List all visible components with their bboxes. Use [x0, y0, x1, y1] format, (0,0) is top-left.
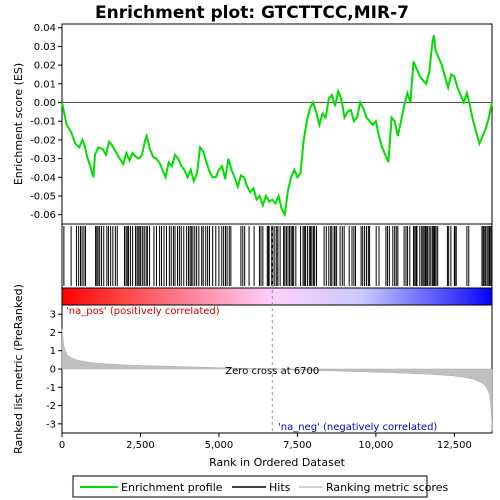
metric-y-tick-label: -3 — [46, 419, 56, 430]
legend-label-ranking-metric: Ranking metric scores — [326, 481, 448, 494]
es-y-tick-label: -0.03 — [30, 154, 56, 165]
ranked-metric-panel: Zero cross at 6700 'na_pos' (positively … — [12, 224, 493, 469]
positive-correlation-label: 'na_pos' (positively correlated) — [66, 306, 220, 317]
es-y-tick-label: 0.00 — [34, 98, 56, 109]
enrichment-profile-line — [61, 35, 493, 218]
es-y-tick-label: -0.06 — [30, 210, 56, 221]
negative-correlation-label: 'na_neg' (negatively correlated) — [278, 422, 437, 433]
es-axis-label: Enrichment score (ES) — [12, 63, 25, 185]
enrichment-score-panel: 0.04 0.03 0.02 0.01 0.00 -0.01 -0.02 -0.03 -0.04… — [12, 23, 493, 225]
legend-label-enrichment: Enrichment profile — [121, 481, 223, 494]
zero-cross-label: Zero cross at 6700 — [225, 366, 319, 377]
legend-label-hits: Hits — [269, 481, 291, 494]
x-tick-label: 0 — [59, 440, 65, 451]
colorbar-strip — [61, 287, 493, 306]
metric-y-tick-label: 0 — [50, 365, 56, 376]
legend: Enrichment profile Hits Ranking metric s… — [72, 475, 448, 498]
x-tick-label: 2,500 — [126, 440, 155, 451]
metric-y-tick-label: 1 — [50, 346, 56, 357]
rank-colorbar — [61, 287, 493, 306]
es-y-tick-label: -0.02 — [30, 135, 56, 146]
es-y-tick-label: -0.01 — [30, 117, 56, 128]
x-tick-label: 7,500 — [283, 440, 312, 451]
es-y-tick-label: 0.01 — [34, 79, 56, 90]
es-y-tick-label: -0.05 — [30, 191, 56, 202]
es-plot-frame — [61, 23, 493, 225]
metric-y-tick-label: 3 — [50, 310, 56, 321]
x-tick-label: 5,000 — [205, 440, 234, 451]
es-y-tick-label: 0.02 — [34, 61, 56, 72]
chart-title: Enrichment plot: GTCTTCC,MIR-7 — [95, 3, 409, 23]
x-tick-label: 12,500 — [437, 440, 472, 451]
ranking-metric-area — [61, 328, 493, 432]
metric-y-tick-label: -2 — [46, 401, 56, 412]
metric-axis-label: Ranked list metric (PreRanked) — [12, 284, 25, 454]
metric-y-tick-label: -1 — [46, 383, 56, 394]
x-tick-label: 10,000 — [358, 440, 393, 451]
hits-panel — [61, 223, 493, 289]
es-y-tick-label: 0.03 — [34, 42, 56, 53]
x-axis-label: Rank in Ordered Dataset — [209, 456, 346, 469]
es-y-tick-label: -0.04 — [30, 173, 56, 184]
metric-y-tick-label: 2 — [50, 328, 56, 339]
es-y-tick-label: 0.04 — [34, 23, 56, 34]
